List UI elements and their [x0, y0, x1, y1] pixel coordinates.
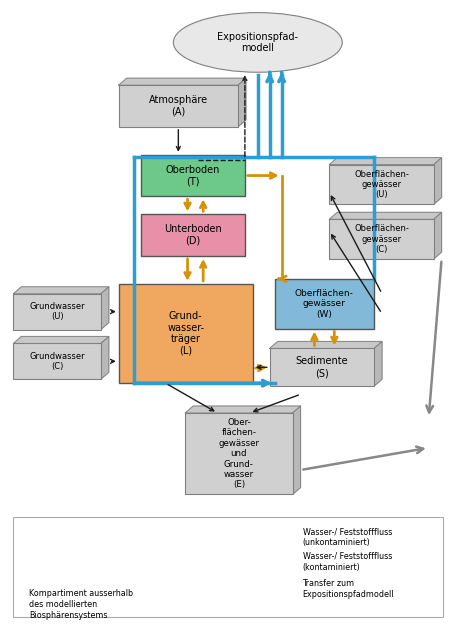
Text: Transfer zum
Expositionspfadmodell: Transfer zum Expositionspfadmodell	[303, 579, 394, 599]
Text: Grundwasser
(U): Grundwasser (U)	[29, 302, 85, 321]
Bar	[119, 284, 253, 383]
Bar	[141, 155, 245, 196]
Polygon shape	[434, 158, 442, 204]
Polygon shape	[270, 342, 382, 348]
Text: Oberflächen-
gewässer
(W): Oberflächen- gewässer (W)	[295, 289, 354, 319]
Bar	[141, 214, 245, 256]
Text: Sedimente
(S): Sedimente (S)	[295, 357, 348, 378]
Polygon shape	[434, 213, 442, 259]
Polygon shape	[13, 337, 109, 343]
Polygon shape	[13, 287, 109, 294]
Text: Wasser-/ Feststofffluss
(kontaminiert): Wasser-/ Feststofffluss (kontaminiert)	[303, 552, 392, 572]
Polygon shape	[238, 78, 246, 127]
Text: Atmosphäre
(A): Atmosphäre (A)	[149, 95, 208, 117]
Ellipse shape	[174, 13, 342, 72]
Text: Grundwasser
(C): Grundwasser (C)	[29, 352, 85, 371]
Polygon shape	[119, 78, 246, 85]
Text: Oberflächen-
gewässer
(U): Oberflächen- gewässer (U)	[354, 170, 409, 199]
Bar	[13, 294, 101, 330]
Polygon shape	[26, 526, 98, 532]
Text: Kompartiment ausserhalb
des modellierten
Biosphärensystems: Kompartiment ausserhalb des modellierten…	[29, 589, 133, 620]
Polygon shape	[374, 342, 382, 386]
Bar	[275, 279, 374, 328]
Polygon shape	[185, 406, 300, 413]
Text: Ober-
flächen-
gewässer
und
Grund-
wasser
(E): Ober- flächen- gewässer und Grund- wasse…	[218, 418, 259, 489]
Text: Oberboden
(T): Oberboden (T)	[165, 165, 220, 186]
Polygon shape	[101, 337, 109, 379]
Polygon shape	[329, 213, 442, 220]
Bar	[329, 220, 434, 259]
Polygon shape	[91, 526, 98, 570]
Polygon shape	[101, 287, 109, 330]
Bar	[26, 532, 91, 570]
Text: Wasser-/ Feststofffluss
(unkontaminiert): Wasser-/ Feststofffluss (unkontaminiert)	[303, 527, 392, 547]
Bar	[119, 85, 238, 127]
Polygon shape	[329, 158, 442, 165]
Text: Grund-
wasser-
träger
(L): Grund- wasser- träger (L)	[167, 311, 204, 356]
Bar	[270, 348, 374, 386]
Polygon shape	[293, 406, 300, 494]
Bar	[13, 343, 101, 379]
Text: Oberflächen-
gewässer
(C): Oberflächen- gewässer (C)	[354, 224, 409, 254]
Bar	[185, 413, 293, 494]
Text: Unterboden
(D): Unterboden (D)	[164, 225, 222, 246]
Bar	[329, 165, 434, 204]
Bar	[13, 517, 442, 616]
Text: Expositionspfad-
modell: Expositionspfad- modell	[217, 31, 298, 53]
